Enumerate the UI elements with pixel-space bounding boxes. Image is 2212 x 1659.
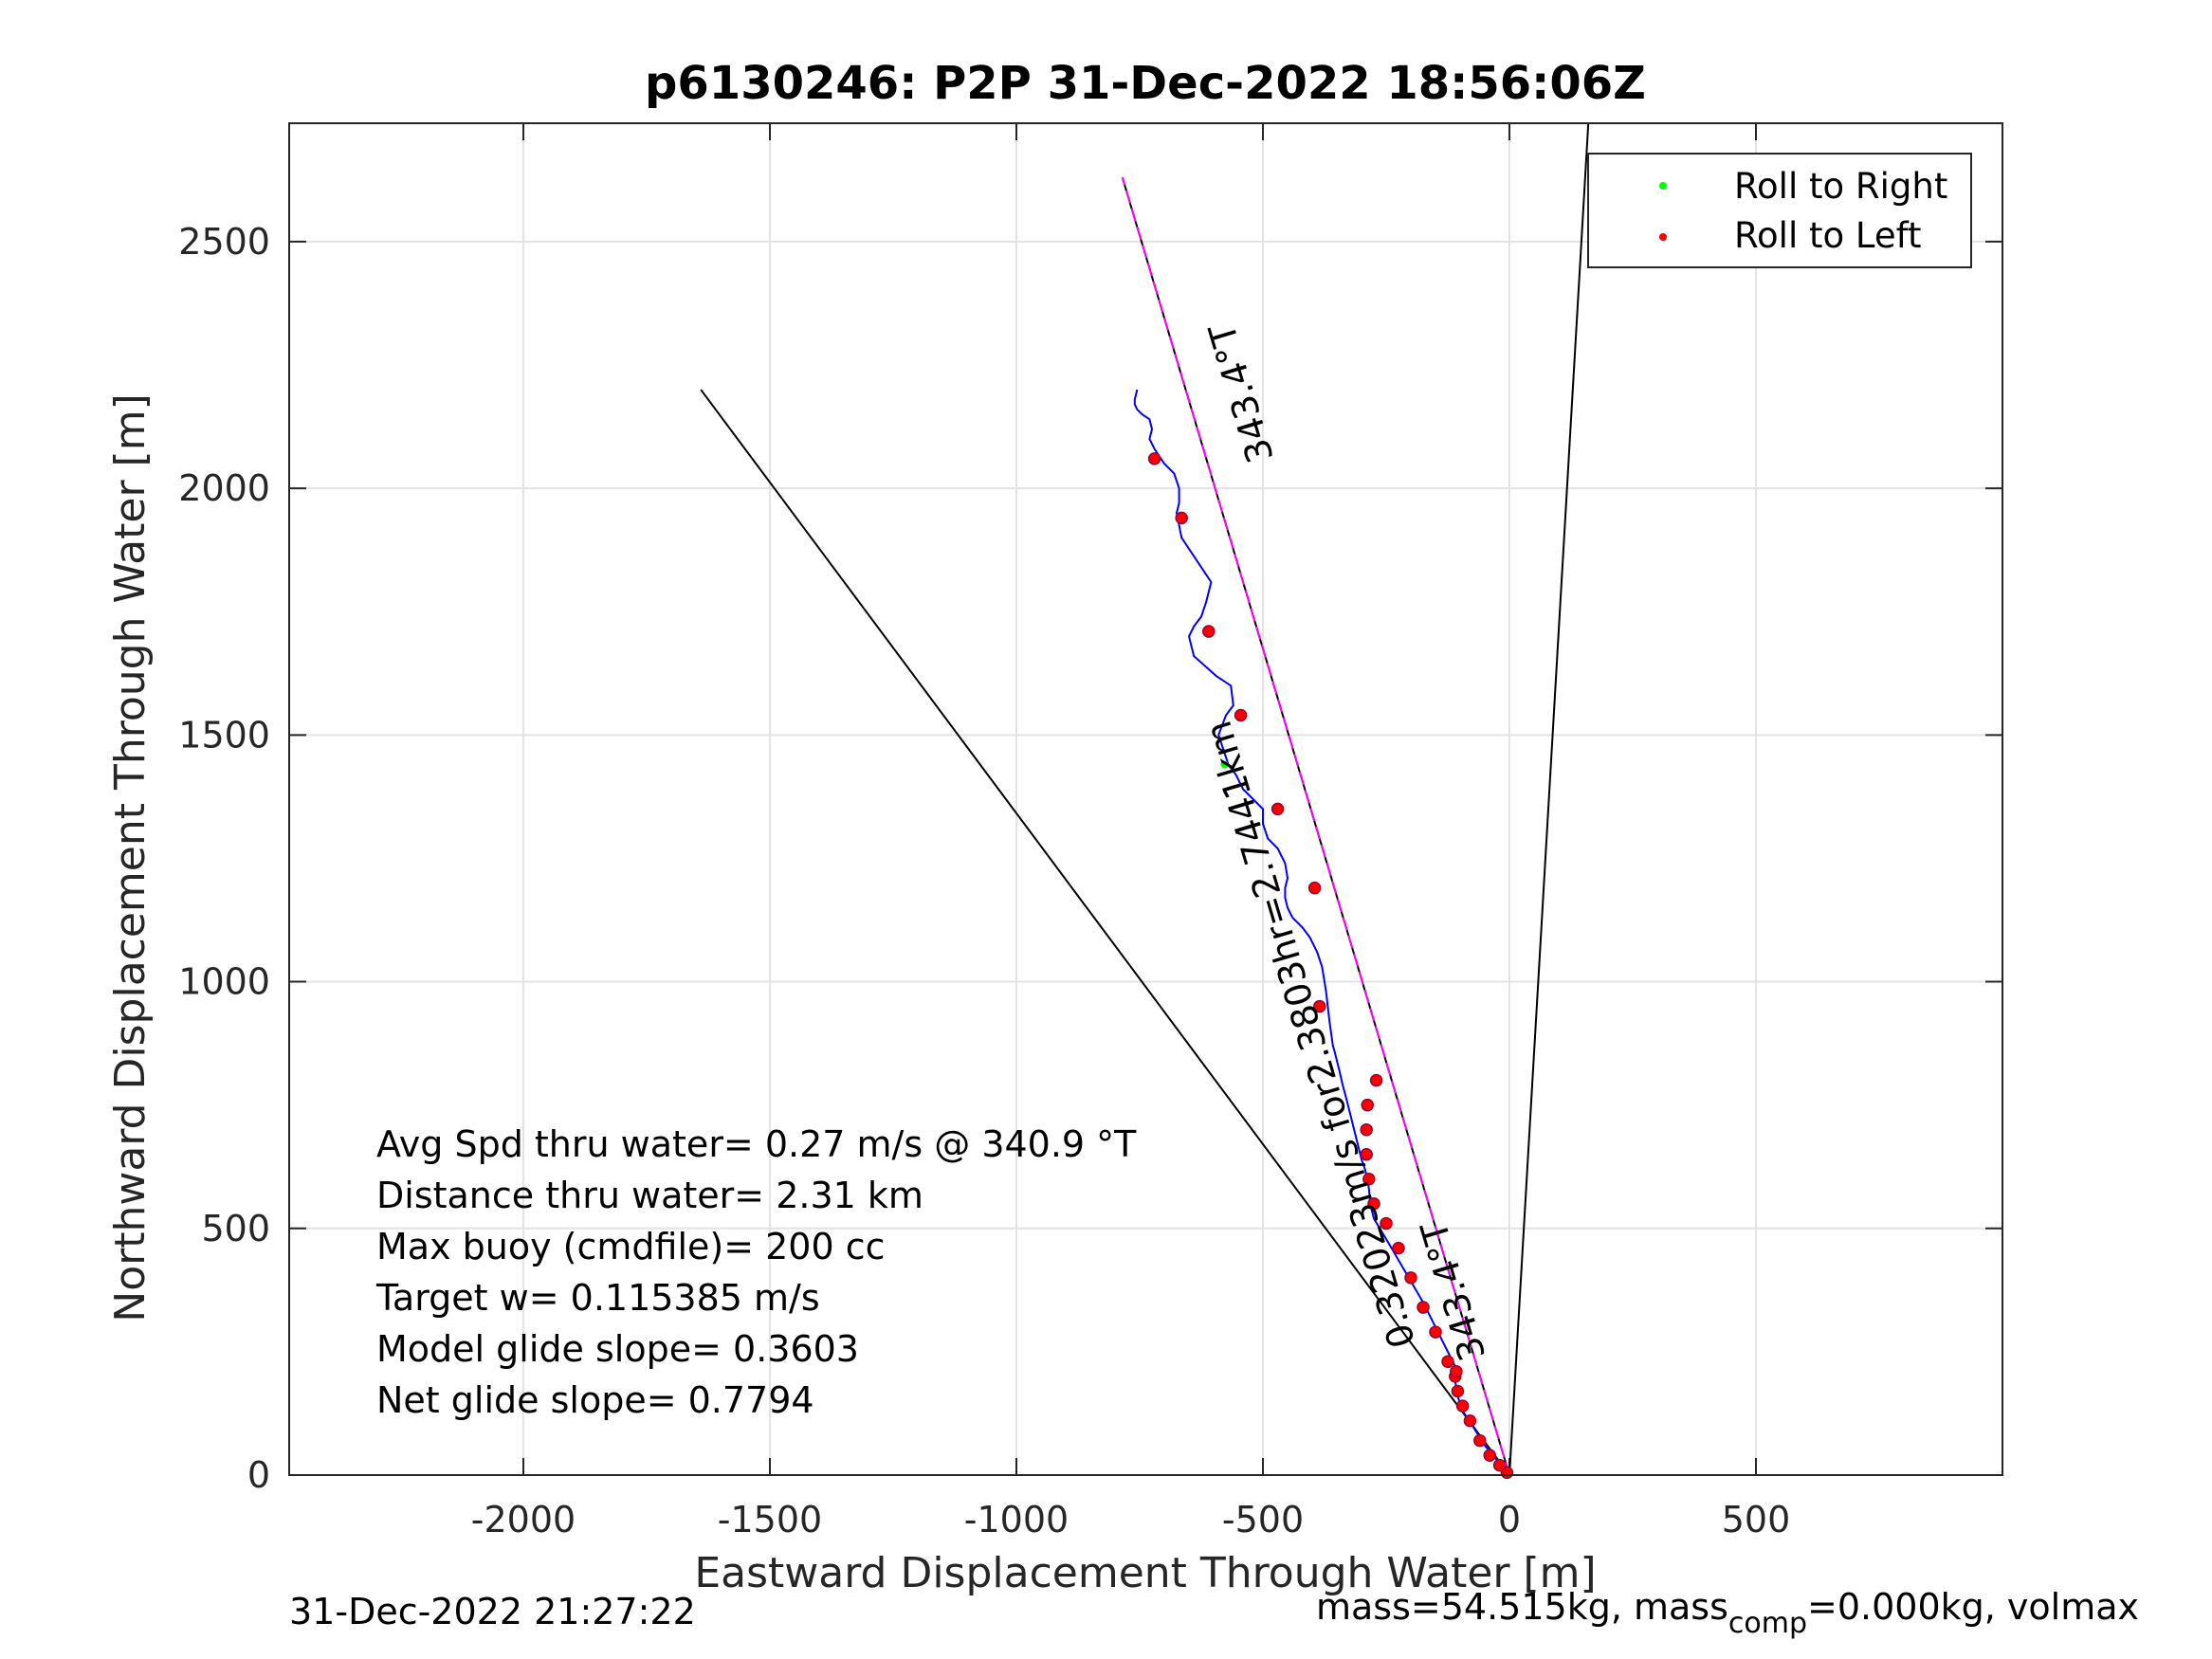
- annotation-distance: Distance thru water= 2.31 km: [376, 1175, 923, 1216]
- legend: Roll to Right Roll to Left: [1587, 153, 1972, 268]
- roll-left-point: [1492, 1458, 1507, 1472]
- roll-left-point: [1380, 1216, 1393, 1231]
- annotation-model-glide: Model glide slope= 0.3603: [376, 1328, 859, 1370]
- legend-marker-roll-right: [1659, 182, 1667, 190]
- roll-left-point: [1360, 1147, 1373, 1161]
- roll-left-point: [1404, 1271, 1417, 1285]
- roll-left-point: [1450, 1364, 1463, 1378]
- rotated-labels: 343.4°T0.32023m/s for2.3803hr=2.7441km34…: [1197, 318, 1494, 1365]
- footer-mass: mass=54.515kg, masscomp=0.000kg, volmax: [1316, 1586, 2139, 1640]
- x-tick-label: -2000: [471, 1499, 576, 1540]
- reference-lines: [700, 122, 1590, 1476]
- y-tick-label: 1500: [178, 714, 270, 756]
- rotated-label: 343.4°T: [1413, 1216, 1494, 1366]
- y-tick-label: 0: [247, 1454, 270, 1496]
- roll-markers: [1147, 452, 1514, 1480]
- annotation-avg-speed: Avg Spd thru water= 0.27 m/s @ 340.9 °T: [376, 1123, 1137, 1165]
- roll-left-point: [1202, 625, 1216, 638]
- x-tick-label: 0: [1498, 1499, 1521, 1540]
- heading-line: [1121, 176, 1510, 1476]
- roll-left-point: [1473, 1433, 1487, 1448]
- roll-left-point: [1463, 1414, 1477, 1428]
- annotation-net-glide: Net glide slope= 0.7794: [376, 1379, 814, 1421]
- roll-left-point: [1313, 999, 1326, 1013]
- legend-marker-roll-left: [1659, 233, 1667, 241]
- roll-left-point: [1271, 802, 1285, 816]
- roll-left-point: [1360, 1122, 1373, 1137]
- x-tick-label: -500: [1222, 1499, 1304, 1540]
- roll-left-point: [1441, 1355, 1454, 1369]
- footer-date: 31-Dec-2022 21:27:22: [289, 1591, 696, 1632]
- roll-left-point: [1175, 511, 1188, 525]
- x-tick-label: -1500: [718, 1499, 822, 1540]
- roll-left-point: [1451, 1384, 1465, 1398]
- grid-lines: [289, 123, 2002, 1476]
- y-axis-label: Northward Displacement Through Water [m]: [106, 393, 155, 1322]
- roll-left-point: [1429, 1325, 1442, 1339]
- x-axis-label: Eastward Displacement Through Water [m]: [694, 1549, 1596, 1597]
- black-reference-line: [700, 389, 1510, 1476]
- roll-left-point: [1307, 881, 1322, 895]
- x-tick-label: 500: [1722, 1499, 1791, 1540]
- roll-left-point: [1367, 1197, 1380, 1211]
- legend-label-roll-left: Roll to Left: [1734, 215, 1922, 256]
- roll-left-point: [1369, 1073, 1383, 1087]
- tick-labels: -2000 -1500 -1000 -500 0 500 0 500 1000 1500 2000 2…: [178, 221, 1790, 1540]
- axis-ticks: [289, 123, 2002, 1476]
- legend-label-roll-right: Roll to Right: [1734, 166, 1947, 207]
- roll-left-point: [1483, 1449, 1496, 1462]
- roll-left-point: [1147, 452, 1161, 465]
- annotation-target-w: Target w= 0.115385 m/s: [375, 1277, 820, 1319]
- plot-frame: [288, 122, 2003, 1476]
- roll-left-point: [1361, 1098, 1374, 1112]
- roll-left-point: [1362, 1172, 1376, 1186]
- annotation-block: Avg Spd thru water= 0.27 m/s @ 340.9 °T …: [375, 1123, 1137, 1421]
- y-tick-label: 2000: [178, 467, 270, 509]
- x-tick-label: -1000: [964, 1499, 1069, 1540]
- chart-title: p6130246: P2P 31-Dec-2022 18:56:06Z: [645, 57, 1646, 110]
- rotated-label: 0.32023m/s for2.3803hr=2.7441km: [1197, 717, 1424, 1353]
- y-tick-label: 2500: [178, 221, 270, 263]
- annotation-max-buoy: Max buoy (cmdfile)= 200 cc: [376, 1226, 886, 1267]
- y-tick-label: 1000: [178, 961, 270, 1003]
- legend-box: [1587, 153, 1972, 268]
- roll-left-point: [1392, 1241, 1405, 1255]
- roll-left-point: [1455, 1399, 1470, 1413]
- roll-left-point: [1417, 1301, 1430, 1314]
- roll-right-point: [1220, 760, 1229, 769]
- black-reference-line: [1508, 122, 1590, 1476]
- rotated-label: 343.4°T: [1200, 318, 1282, 467]
- y-tick-label: 500: [201, 1208, 270, 1249]
- roll-left-point: [1234, 708, 1248, 722]
